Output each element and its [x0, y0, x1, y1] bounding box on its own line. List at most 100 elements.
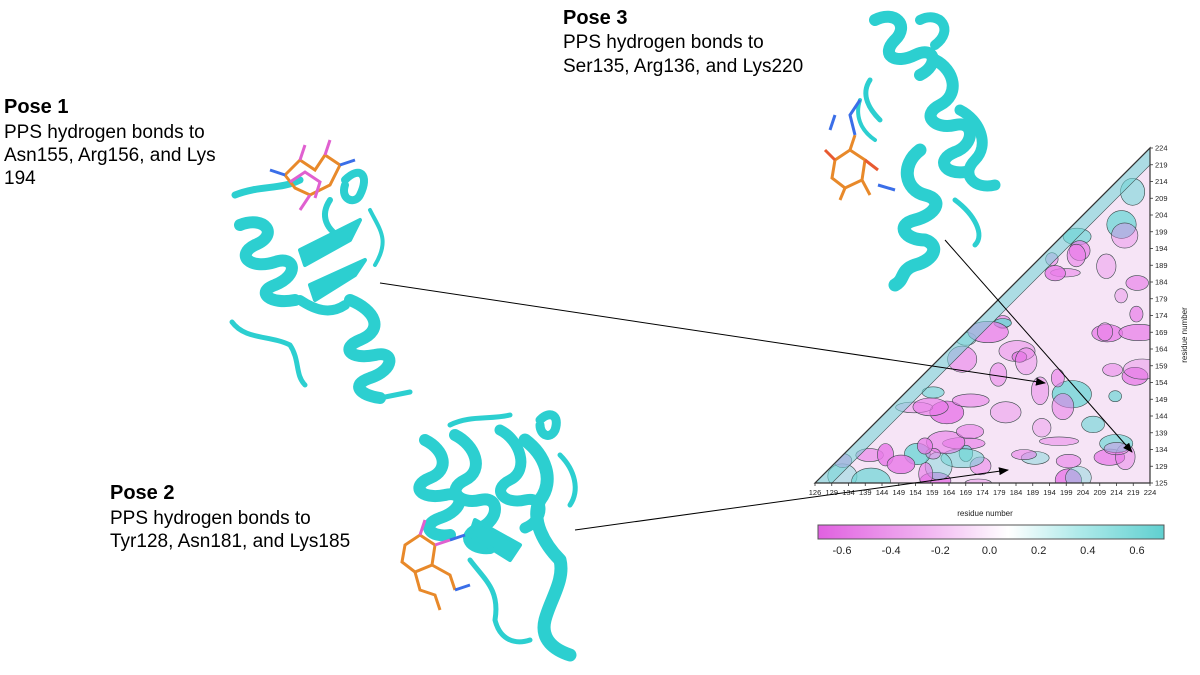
y-axis-ticks: 125 129 134 139 144 149 154 159 164 169 174 179 184 1…: [1150, 144, 1168, 488]
pose2-title: Pose 2: [110, 482, 174, 504]
colorbar-label: 0.0: [982, 545, 997, 557]
arrows: [379, 239, 1133, 531]
contour-region: [917, 437, 933, 455]
y-tick-label: 144: [1155, 412, 1168, 421]
pose2-caption: Pose 2 PPS hydrogen bonds to Tyr128, Asn…: [110, 482, 350, 552]
y-tick-label: 214: [1155, 177, 1168, 186]
contour-region: [1106, 210, 1137, 239]
contour-region: [1121, 366, 1149, 386]
pose1-title: Pose 1: [4, 96, 68, 118]
contour-region: [1114, 288, 1128, 304]
x-tick-label: 219: [1127, 488, 1140, 497]
contour-region: [912, 397, 949, 417]
contour-region: [1125, 275, 1149, 291]
y-tick-label: 134: [1155, 445, 1168, 454]
pose3-line1: PPS hydrogen bonds to: [563, 32, 764, 53]
pose3-line2: Ser135, Arg136, and Lys220: [563, 56, 803, 77]
y-tick-label: 204: [1155, 211, 1168, 220]
pose2-arrow: [574, 467, 1009, 531]
correlation-map: 126 129 134 139 144 149 154 159 164 169 174 179 184 1…: [809, 144, 1189, 519]
contour-region: [1051, 393, 1075, 421]
x-tick-label: 184: [1010, 488, 1023, 497]
pose1-caption: Pose 1 PPS hydrogen bonds to Asn155, Arg…: [4, 96, 216, 189]
pose1-arrow: [379, 282, 1046, 386]
x-tick-label: 126: [809, 488, 822, 497]
y-tick-label: 129: [1155, 462, 1168, 471]
x-tick-label: 154: [909, 488, 922, 497]
colorbar-label: -0.6: [833, 545, 852, 557]
y-tick-label: 169: [1155, 328, 1168, 337]
contour-region: [1129, 305, 1144, 323]
contour-region: [1066, 243, 1086, 268]
y-tick-label: 159: [1155, 361, 1168, 370]
contour-region: [989, 362, 1008, 387]
colorbar-label: -0.2: [931, 545, 950, 557]
pose3-title: Pose 3: [563, 7, 627, 29]
y-tick-label: 164: [1155, 345, 1168, 354]
colorbar-labels: -0.6 -0.4 -0.2 0.0 0.2 0.4 0.6: [833, 545, 1145, 557]
x-tick-label: 179: [993, 488, 1006, 497]
x-tick-label: 209: [1093, 488, 1106, 497]
y-tick-label: 139: [1155, 428, 1168, 437]
contour-region: [964, 478, 992, 483]
colorbar: -0.6 -0.4 -0.2 0.0 0.2 0.4 0.6: [817, 524, 1165, 557]
x-tick-label: 199: [1060, 488, 1073, 497]
contour-region: [1044, 265, 1066, 282]
contour-region: [1102, 363, 1123, 377]
contour-region: [1011, 449, 1037, 460]
colorbar-label: 0.2: [1031, 545, 1046, 557]
contour-region: [1032, 418, 1052, 438]
pose1-protein-structure: [229, 168, 413, 404]
contour-region: [1108, 390, 1122, 403]
x-tick-label: 144: [876, 488, 889, 497]
contour-region: [1051, 368, 1065, 388]
y-tick-label: 199: [1155, 227, 1168, 236]
pose2-protein-structure: [413, 410, 578, 662]
contour-region: [1081, 415, 1105, 433]
contour-region: [1039, 436, 1079, 446]
y-tick-label: 189: [1155, 261, 1168, 270]
contour-region: [1111, 222, 1139, 249]
y-tick-label: 194: [1155, 244, 1168, 253]
x-tick-label: 204: [1077, 488, 1090, 497]
pose2-line2: Tyr128, Asn181, and Lys185: [110, 531, 350, 552]
pose1-ligand: [269, 139, 356, 211]
contour-region: [1096, 253, 1117, 279]
y-tick-label: 184: [1155, 278, 1168, 287]
x-tick-label: 164: [943, 488, 956, 497]
contour-region: [989, 401, 1022, 424]
x-tick-label: 139: [859, 488, 872, 497]
x-tick-label: 214: [1110, 488, 1123, 497]
contour-region: [1123, 358, 1150, 380]
colorbar-label: -0.4: [882, 545, 901, 557]
y-tick-label: 154: [1155, 378, 1168, 387]
contour-region: [1065, 466, 1092, 483]
contour-region: [1015, 347, 1038, 376]
x-tick-label: 159: [926, 488, 939, 497]
pose3-ligand: [823, 99, 896, 201]
colorbar-label: 0.4: [1080, 545, 1095, 557]
x-tick-label: 149: [892, 488, 905, 497]
pose1-line2: Asn155, Arg156, and Lys: [4, 145, 216, 166]
pose3-protein-structure: [856, 10, 1001, 292]
pose2-line1: PPS hydrogen bonds to: [110, 508, 311, 529]
x-tick-label: 224: [1144, 488, 1157, 497]
contour-region: [1055, 454, 1082, 469]
x-axis-label: residue number: [957, 509, 1013, 518]
y-tick-label: 149: [1155, 395, 1168, 404]
contour-region: [955, 424, 984, 439]
contour-region: [951, 393, 990, 408]
colorbar-gradient: [817, 524, 1165, 540]
y-tick-label: 174: [1155, 311, 1168, 320]
pose1-line1: PPS hydrogen bonds to: [4, 122, 205, 143]
pose2-ligand: [400, 519, 471, 611]
x-tick-label: 169: [959, 488, 972, 497]
contour-region: [1054, 468, 1082, 483]
y-tick-label: 179: [1155, 294, 1168, 303]
y-tick-label: 224: [1155, 144, 1168, 153]
contour-region: [886, 454, 916, 475]
contour-region: [1118, 323, 1150, 341]
contour-region: [1097, 322, 1114, 342]
